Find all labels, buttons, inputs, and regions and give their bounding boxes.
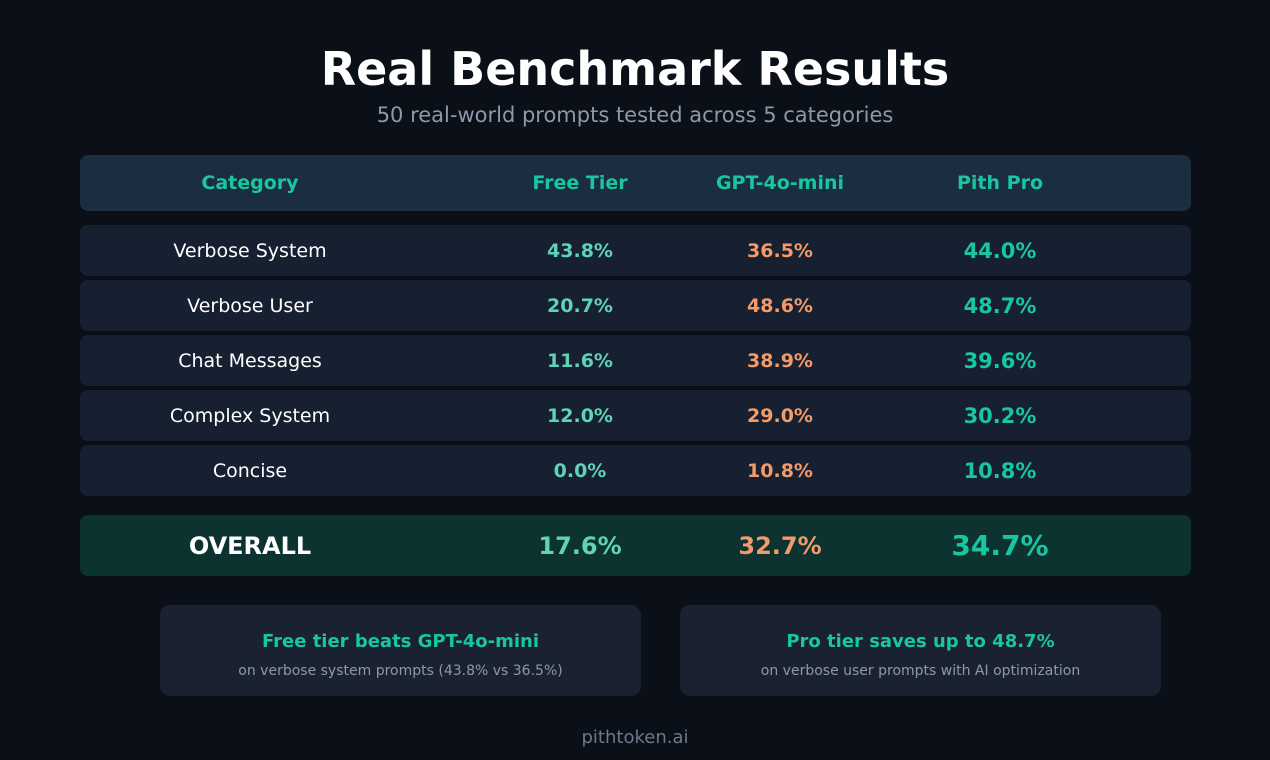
row-category: Chat Messages — [178, 349, 322, 372]
column-header-gpt-4o-mini: GPT-4o-mini — [715, 172, 845, 194]
row-category: Verbose User — [187, 294, 313, 317]
card-subtitle: on verbose system prompts (43.8% vs 36.5… — [238, 663, 563, 679]
free-tier-value: 20.7% — [547, 294, 613, 317]
free-tier-value: 0.0% — [553, 459, 607, 482]
page-subtitle: 50 real-world prompts tested across 5 ca… — [376, 103, 894, 127]
free-tier-value: 43.8% — [547, 239, 613, 262]
overall-row: OVERALL 17.6% 32.7% 34.7% — [80, 515, 1191, 576]
pro-value: 30.2% — [963, 403, 1037, 428]
gpt-value: 36.5% — [747, 239, 813, 262]
free-tier-value: 11.6% — [547, 349, 613, 372]
row-category: Verbose System — [173, 239, 327, 262]
row-category: Concise — [212, 459, 288, 482]
table-header: Category Free Tier GPT-4o-mini Pith Pro — [80, 155, 1191, 211]
gpt-value: 48.6% — [747, 294, 813, 317]
free-tier-value: 12.0% — [547, 404, 613, 427]
table-row: Complex System 12.0% 29.0% 30.2% — [80, 390, 1191, 441]
pro-tier-highlight-card: Pro tier saves up to 48.7% on verbose us… — [680, 605, 1161, 696]
overall-label: OVERALL — [188, 531, 312, 560]
card-title: Pro tier saves up to 48.7% — [786, 631, 1055, 652]
pro-value: 39.6% — [963, 348, 1037, 373]
overall-gpt-value: 32.7% — [738, 531, 822, 560]
overall-pro-value: 34.7% — [951, 529, 1049, 562]
page-title: Real Benchmark Results — [320, 42, 950, 96]
gpt-value: 29.0% — [747, 404, 813, 427]
table-row: Verbose System 43.8% 36.5% 44.0% — [80, 225, 1191, 276]
pro-value: 10.8% — [963, 458, 1037, 483]
column-header-free-tier: Free Tier — [532, 172, 628, 194]
gpt-value: 10.8% — [747, 459, 813, 482]
gpt-value: 38.9% — [747, 349, 813, 372]
card-title: Free tier beats GPT-4o-mini — [262, 631, 539, 652]
pro-value: 48.7% — [963, 293, 1037, 318]
overall-free-tier-value: 17.6% — [538, 531, 622, 560]
free-tier-highlight-card: Free tier beats GPT-4o-mini on verbose s… — [160, 605, 641, 696]
column-header-category: Category — [201, 172, 299, 194]
footer-domain: pithtoken.ai — [581, 727, 689, 748]
row-category: Complex System — [169, 404, 331, 427]
table-row: Verbose User 20.7% 48.6% 48.7% — [80, 280, 1191, 331]
column-header-pith-pro: Pith Pro — [956, 172, 1044, 194]
table-row: Chat Messages 11.6% 38.9% 39.6% — [80, 335, 1191, 386]
pro-value: 44.0% — [963, 238, 1037, 263]
table-row: Concise 0.0% 10.8% 10.8% — [80, 445, 1191, 496]
card-subtitle: on verbose user prompts with AI optimiza… — [760, 663, 1081, 679]
